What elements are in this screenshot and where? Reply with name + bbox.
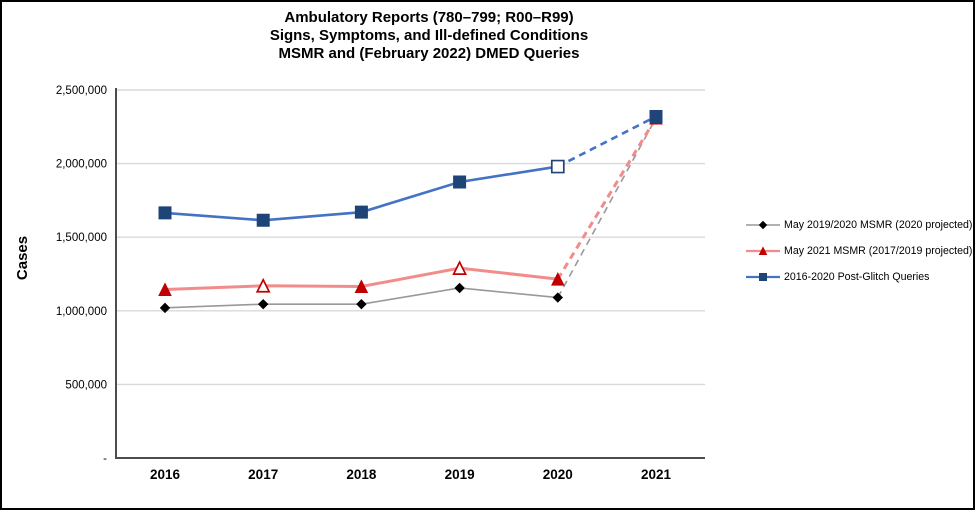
legend-marker-square-icon <box>746 273 780 281</box>
y-tick-label: 2,500,000 <box>56 85 107 97</box>
chart-title-line-3: MSMR and (February 2022) DMED Queries <box>278 45 580 62</box>
legend-label-2: 2016-2020 Post-Glitch Queries <box>784 271 930 283</box>
data-point-1-2019 <box>452 260 467 275</box>
data-point-2-2019 <box>453 175 467 189</box>
data-point-0-2020 <box>552 292 564 303</box>
series-line-dashed-2 <box>557 115 657 168</box>
data-point-0-2018 <box>356 298 367 310</box>
x-tick-label: 2016 <box>150 467 181 482</box>
legend-entry-1: May 2021 MSMR (2017/2019 projected) <box>746 238 972 264</box>
chart-legend: May 2019/2020 MSMR (2020 projected) May 2… <box>746 212 972 290</box>
x-tick-label: 2018 <box>346 467 377 482</box>
data-point-2-2020 <box>550 159 565 174</box>
legend-marker-sample <box>759 273 767 281</box>
data-point-1-2020 <box>550 272 565 286</box>
chart-title-line-1: Ambulatory Reports (780–799; R00–R99) <box>284 9 574 26</box>
y-tick-label: 1,500,000 <box>56 232 107 244</box>
legend-label-0: May 2019/2020 MSMR (2020 projected) <box>784 219 973 231</box>
y-tick-label: 2,000,000 <box>56 159 107 171</box>
y-tick-label: 500,000 <box>65 379 107 391</box>
chart-title: Ambulatory Reports (780–799; R00–R99) Si… <box>59 9 799 63</box>
data-point-2-2017 <box>256 213 270 227</box>
data-point-1-2017 <box>255 277 271 293</box>
y-tick-label: - <box>103 453 107 465</box>
legend-marker-triangle-icon <box>746 246 780 255</box>
x-tick-label: 2019 <box>445 467 475 482</box>
legend-label-1: May 2021 MSMR (2017/2019 projected) <box>784 245 973 257</box>
series-line-dashed-1 <box>556 117 658 280</box>
data-point-0-2019 <box>454 282 465 294</box>
data-point-0-2016 <box>159 302 171 314</box>
data-point-2-2018 <box>354 205 368 219</box>
chart-title-line-2: Signs, Symptoms, and Ill-defined Conditi… <box>269 27 589 44</box>
legend-entry-2: 2016-2020 Post-Glitch Queries <box>746 264 972 290</box>
data-point-2-2021 <box>649 109 663 123</box>
x-tick-label: 2021 <box>641 467 672 482</box>
data-point-2-2016 <box>158 206 172 220</box>
data-point-0-2017 <box>257 298 269 310</box>
legend-marker-diamond-icon <box>746 220 780 230</box>
legend-entry-0: May 2019/2020 MSMR (2020 projected) <box>746 212 972 238</box>
legend-marker-sample <box>758 246 768 255</box>
x-tick-label: 2017 <box>248 467 278 482</box>
data-point-1-2018 <box>354 279 369 294</box>
series-line-dashed-0 <box>557 117 657 298</box>
legend-marker-sample <box>758 220 768 230</box>
x-tick-label: 2020 <box>543 467 573 482</box>
y-tick-label: 1,000,000 <box>56 306 107 318</box>
data-point-1-2016 <box>158 282 172 296</box>
